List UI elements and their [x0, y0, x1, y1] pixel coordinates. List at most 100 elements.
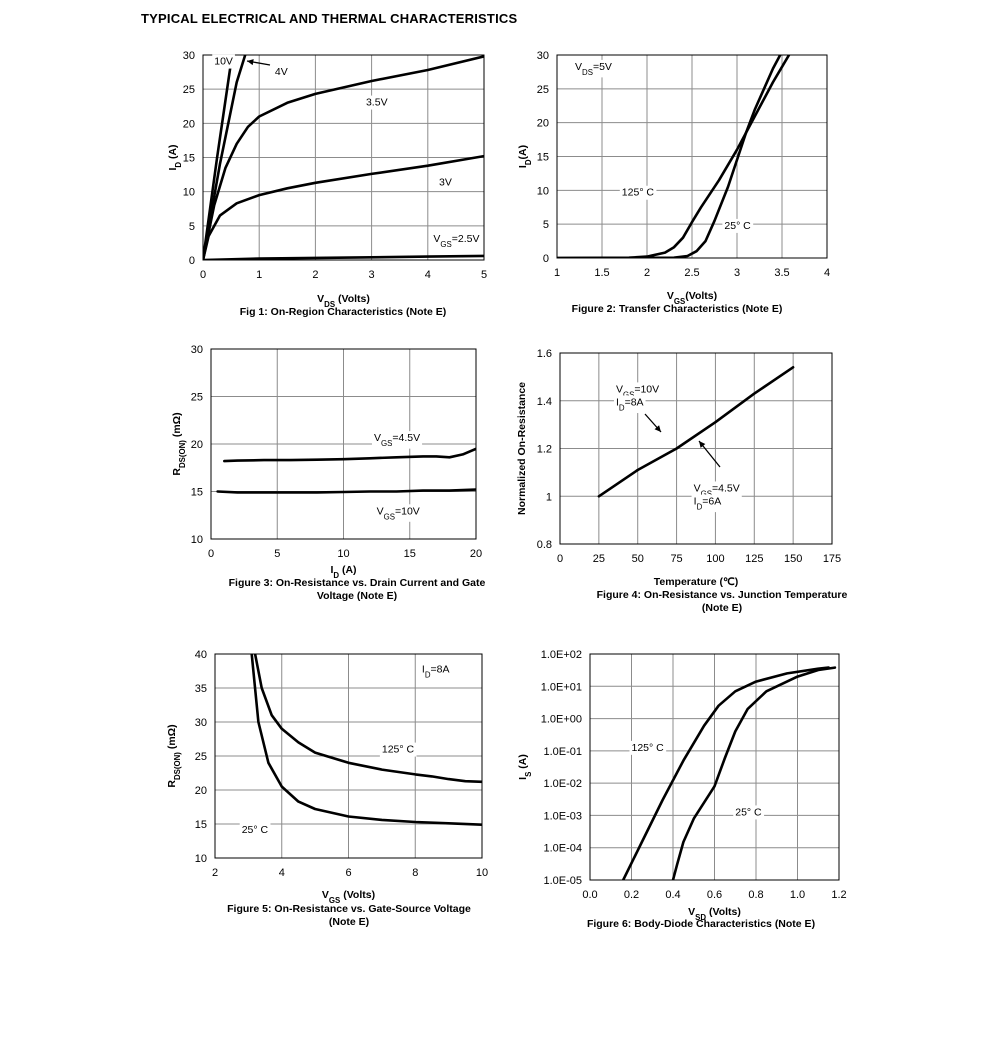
annotation-arrow: [644, 413, 662, 433]
figure-caption: Figure 2: Transfer Characteristics (Note…: [572, 303, 783, 315]
y-tick-label: 0.8: [537, 539, 552, 551]
y-tick-label: 20: [195, 785, 207, 797]
y-tick-label: 20: [537, 118, 549, 130]
y-tick-label: 5: [543, 219, 549, 231]
y-tick-label: 15: [183, 153, 195, 165]
y-tick-label: 30: [537, 50, 549, 62]
plot-frame: [210, 348, 477, 540]
annotation-label: 25° C: [724, 220, 751, 232]
annotation-label: VDS=5V: [575, 61, 612, 77]
annotation-bg: [619, 185, 657, 200]
x-tick-label: 0: [200, 269, 206, 281]
plot-frame: [214, 653, 483, 859]
annotation-label: 25° C: [242, 824, 269, 836]
y-tick-label: 0: [543, 253, 549, 265]
y-tick-label: 20: [183, 118, 195, 130]
plot-frame: [202, 54, 485, 261]
y-tick-label: 25: [191, 392, 203, 404]
series-line-fig2-1: [557, 55, 782, 258]
y-tick-label: 35: [195, 683, 207, 695]
series-line-fig4-0: [597, 365, 795, 498]
y-tick-label: 10: [191, 534, 203, 546]
series-line-fig1-4: [203, 254, 484, 260]
y-axis-label: Normalized On-Resistance: [516, 382, 528, 515]
annotation-bg: [691, 494, 724, 513]
y-tick-label: 1.0E-04: [543, 843, 582, 855]
annotation-label: 125° C: [622, 187, 655, 199]
x-tick-label: 4: [425, 269, 431, 281]
x-axis-label: VDS (Volts): [317, 293, 370, 309]
y-tick-label: 1.0E+01: [541, 681, 582, 693]
x-axis-label: VGS(Volts): [667, 290, 717, 306]
y-tick-label: 25: [183, 84, 195, 96]
x-tick-label: 10: [337, 548, 349, 560]
x-tick-label: 4: [824, 267, 830, 279]
figure-caption: Figure 4: On-Resistance vs. Junction Tem…: [597, 589, 848, 601]
series-line-fig1-1: [203, 55, 247, 260]
x-axis-label: Temperature (℃): [654, 576, 739, 588]
x-tick-label: 150: [784, 553, 802, 565]
y-tick-label: 1.6: [537, 348, 552, 360]
annotation-bg: [239, 822, 271, 837]
annotation-bg: [613, 395, 646, 414]
x-tick-label: 0.4: [665, 889, 680, 901]
annotation-label: VGS=10V: [616, 383, 659, 399]
x-tick-label: 25: [593, 553, 605, 565]
x-tick-label: 1: [554, 267, 560, 279]
annotation-label: ID=8A: [422, 663, 450, 679]
series-line-fig2-0: [557, 55, 791, 258]
y-tick-label: 1.0E-01: [543, 746, 582, 758]
series-line-fig5-1: [250, 654, 482, 827]
y-tick-label: 10: [537, 185, 549, 197]
y-tick-label: 30: [183, 50, 195, 62]
annotation-label: 3.5V: [366, 97, 388, 109]
annotation-label: VGS=4.5V: [374, 432, 420, 448]
annotation-bg: [374, 504, 422, 522]
page-title: TYPICAL ELECTRICAL AND THERMAL CHARACTER…: [141, 11, 518, 26]
plot-frame: [589, 653, 840, 881]
y-tick-label: 1.0E-03: [543, 810, 582, 822]
x-tick-label: 15: [404, 548, 416, 560]
y-axis-label: RDS(ON) (mΩ): [166, 724, 182, 787]
annotation-bg: [691, 481, 742, 499]
series-line-fig3-1: [216, 488, 476, 494]
figure-caption: (Note E): [329, 916, 369, 928]
series-line-fig6-1: [671, 666, 837, 880]
annotation-label: VGS=4.5V: [694, 482, 740, 498]
y-tick-label: 30: [191, 344, 203, 356]
y-tick-label: 25: [537, 84, 549, 96]
x-tick-label: 100: [706, 553, 724, 565]
annotation-bg: [613, 382, 662, 400]
annotation-arrowhead: [699, 441, 706, 448]
x-tick-label: 0.0: [582, 889, 597, 901]
x-tick-label: 4: [279, 867, 285, 879]
x-tick-label: 2: [312, 269, 318, 281]
annotation-bg: [733, 805, 765, 820]
figure-caption: Figure 5: On-Resistance vs. Gate-Source …: [227, 903, 471, 915]
y-axis-label: RDS(ON) (mΩ): [171, 412, 187, 475]
figure-caption: Fig 1: On-Region Characteristics (Note E…: [240, 306, 447, 318]
y-tick-label: 1.0E-02: [543, 778, 582, 790]
x-tick-label: 0.2: [624, 889, 639, 901]
x-axis-label: ID (A): [330, 564, 356, 580]
y-tick-label: 10: [183, 187, 195, 199]
x-tick-label: 1: [256, 269, 262, 281]
annotation-label: VGS=2.5V: [433, 233, 479, 249]
y-tick-label: 20: [191, 439, 203, 451]
figure-caption: (Note E): [702, 602, 742, 614]
annotation-bg: [573, 59, 614, 78]
x-tick-label: 1.2: [831, 889, 846, 901]
x-tick-label: 175: [823, 553, 841, 565]
x-tick-label: 0: [557, 553, 563, 565]
figure-caption: Figure 3: On-Resistance vs. Drain Curren…: [229, 577, 486, 589]
annotation-arrowhead: [654, 425, 661, 432]
x-tick-label: 1.5: [594, 267, 609, 279]
x-tick-label: 1.0: [790, 889, 805, 901]
series-line-fig3-0: [223, 447, 476, 463]
x-tick-label: 0: [208, 548, 214, 560]
plot-frame: [559, 352, 833, 545]
